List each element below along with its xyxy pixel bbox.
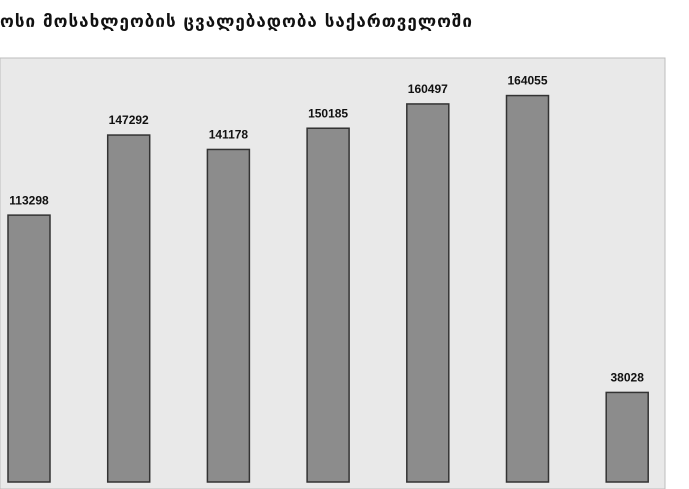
value-label: 147292 bbox=[109, 113, 149, 127]
bar bbox=[505, 94, 550, 483]
chart-title: ოსი მოსახლეობის ცვალებადობა საქართველოში bbox=[0, 12, 473, 32]
bar bbox=[406, 103, 450, 483]
bar bbox=[306, 127, 350, 483]
value-label: 113298 bbox=[9, 193, 49, 207]
value-label: 141178 bbox=[209, 128, 249, 142]
bar bbox=[106, 134, 151, 483]
bar bbox=[7, 214, 51, 483]
bar bbox=[605, 391, 649, 483]
value-label: 160497 bbox=[408, 82, 448, 96]
bar bbox=[206, 148, 251, 483]
value-label: 164055 bbox=[507, 74, 547, 88]
value-label: 38028 bbox=[611, 371, 645, 385]
value-label: 150185 bbox=[308, 106, 348, 120]
